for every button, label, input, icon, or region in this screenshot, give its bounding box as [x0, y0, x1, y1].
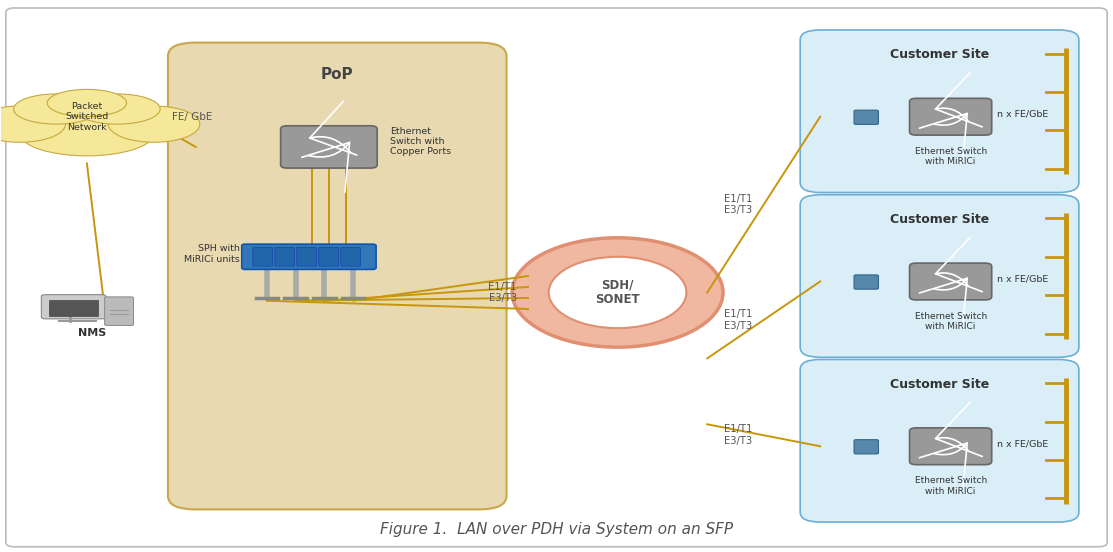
FancyBboxPatch shape [280, 126, 377, 168]
FancyBboxPatch shape [6, 8, 1107, 547]
Text: Ethernet Switch
with MiRICi: Ethernet Switch with MiRICi [915, 312, 987, 331]
FancyBboxPatch shape [253, 247, 273, 266]
Text: NMS: NMS [78, 328, 107, 338]
FancyBboxPatch shape [909, 428, 992, 465]
FancyBboxPatch shape [800, 30, 1078, 193]
Text: E1/T1
E3/T3: E1/T1 E3/T3 [725, 424, 752, 446]
Text: E1/T1
E3/T3: E1/T1 E3/T3 [489, 282, 516, 303]
Text: Customer Site: Customer Site [890, 48, 989, 61]
FancyBboxPatch shape [341, 247, 361, 266]
Ellipse shape [0, 106, 66, 142]
Text: n x FE/GbE: n x FE/GbE [997, 274, 1048, 283]
FancyBboxPatch shape [41, 295, 106, 319]
Ellipse shape [47, 89, 127, 116]
FancyBboxPatch shape [854, 110, 878, 124]
Text: Figure 1.  LAN over PDH via System on an SFP: Figure 1. LAN over PDH via System on an … [380, 522, 733, 537]
Ellipse shape [75, 94, 160, 124]
Ellipse shape [13, 94, 99, 124]
Text: SPH with
MiRICi units: SPH with MiRICi units [184, 245, 239, 264]
Text: Ethernet
Switch with
Copper Ports: Ethernet Switch with Copper Ports [390, 126, 451, 156]
Text: PoP: PoP [321, 67, 354, 82]
Text: Packet
Switched
Network: Packet Switched Network [66, 102, 108, 131]
FancyBboxPatch shape [909, 263, 992, 300]
FancyBboxPatch shape [49, 300, 98, 316]
Text: Customer Site: Customer Site [890, 213, 989, 226]
FancyBboxPatch shape [297, 247, 316, 266]
Text: FE/ GbE: FE/ GbE [171, 112, 213, 122]
Text: n x FE/GbE: n x FE/GbE [997, 439, 1048, 448]
FancyBboxPatch shape [800, 195, 1078, 357]
FancyBboxPatch shape [318, 247, 338, 266]
Text: SDH/
SONET: SDH/ SONET [595, 278, 640, 306]
FancyBboxPatch shape [242, 244, 376, 269]
Ellipse shape [108, 106, 200, 142]
Ellipse shape [512, 238, 723, 347]
Ellipse shape [549, 257, 687, 328]
FancyBboxPatch shape [800, 359, 1078, 522]
FancyBboxPatch shape [168, 43, 506, 509]
FancyBboxPatch shape [105, 297, 134, 326]
Text: Customer Site: Customer Site [890, 378, 989, 391]
Text: Ethernet Switch
with MiRICi: Ethernet Switch with MiRICi [915, 476, 987, 496]
Text: Ethernet Switch
with MiRICi: Ethernet Switch with MiRICi [915, 147, 987, 166]
FancyBboxPatch shape [854, 275, 878, 289]
Text: E1/T1
E3/T3: E1/T1 E3/T3 [725, 309, 752, 331]
Ellipse shape [20, 110, 154, 156]
FancyBboxPatch shape [909, 98, 992, 135]
FancyBboxPatch shape [854, 440, 878, 454]
FancyBboxPatch shape [275, 247, 295, 266]
Text: n x FE/GbE: n x FE/GbE [997, 109, 1048, 119]
Text: E1/T1
E3/T3: E1/T1 E3/T3 [725, 194, 752, 215]
